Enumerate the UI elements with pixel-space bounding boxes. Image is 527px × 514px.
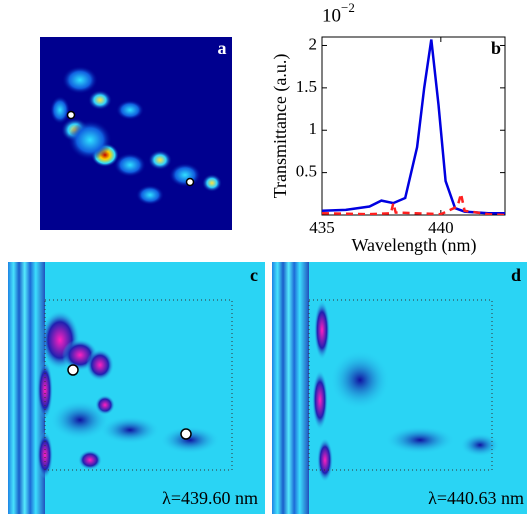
field-pattern — [312, 300, 500, 482]
y-axis-label: Transmittance (a.u.) — [270, 54, 291, 199]
region-outline — [308, 299, 493, 471]
caption: λ=439.60 nm — [162, 488, 258, 508]
y-tick-label: 1.5 — [296, 77, 317, 96]
panel-a: a — [40, 37, 232, 230]
panel-c: c λ=439.60 nm — [8, 262, 265, 514]
panel-label: d — [511, 265, 521, 285]
axis-multiplier-base: 10 — [322, 5, 341, 26]
x-axis-label: Wavelength (nm) — [351, 235, 476, 256]
axis-multiplier-exponent: −2 — [341, 0, 355, 15]
x-tick-label: 440 — [428, 218, 454, 237]
field-pattern — [272, 262, 309, 514]
y-tick-label: 2 — [309, 34, 318, 53]
field-pattern — [37, 310, 220, 479]
panel-b: 10 −2 Transmittance (a.u.) Wavelength (n… — [270, 0, 506, 256]
data-line — [322, 193, 505, 215]
plot-area — [321, 36, 506, 216]
field-map — [272, 262, 527, 514]
marker — [66, 110, 76, 120]
marker — [180, 428, 192, 440]
x-tick-label: 435 — [309, 218, 335, 237]
data-line — [322, 39, 505, 215]
y-tick-label: 1 — [309, 119, 318, 138]
panel-d: d λ=440.63 nm — [272, 262, 527, 514]
panel-label: b — [491, 38, 501, 58]
y-tick-label: 0.5 — [296, 162, 317, 181]
marker — [185, 177, 195, 187]
region-outline — [44, 299, 233, 471]
marker — [67, 364, 79, 376]
field-pattern — [50, 66, 222, 205]
panel-label: c — [250, 265, 258, 285]
caption: λ=440.63 nm — [428, 488, 524, 508]
panel-label: a — [218, 38, 227, 58]
